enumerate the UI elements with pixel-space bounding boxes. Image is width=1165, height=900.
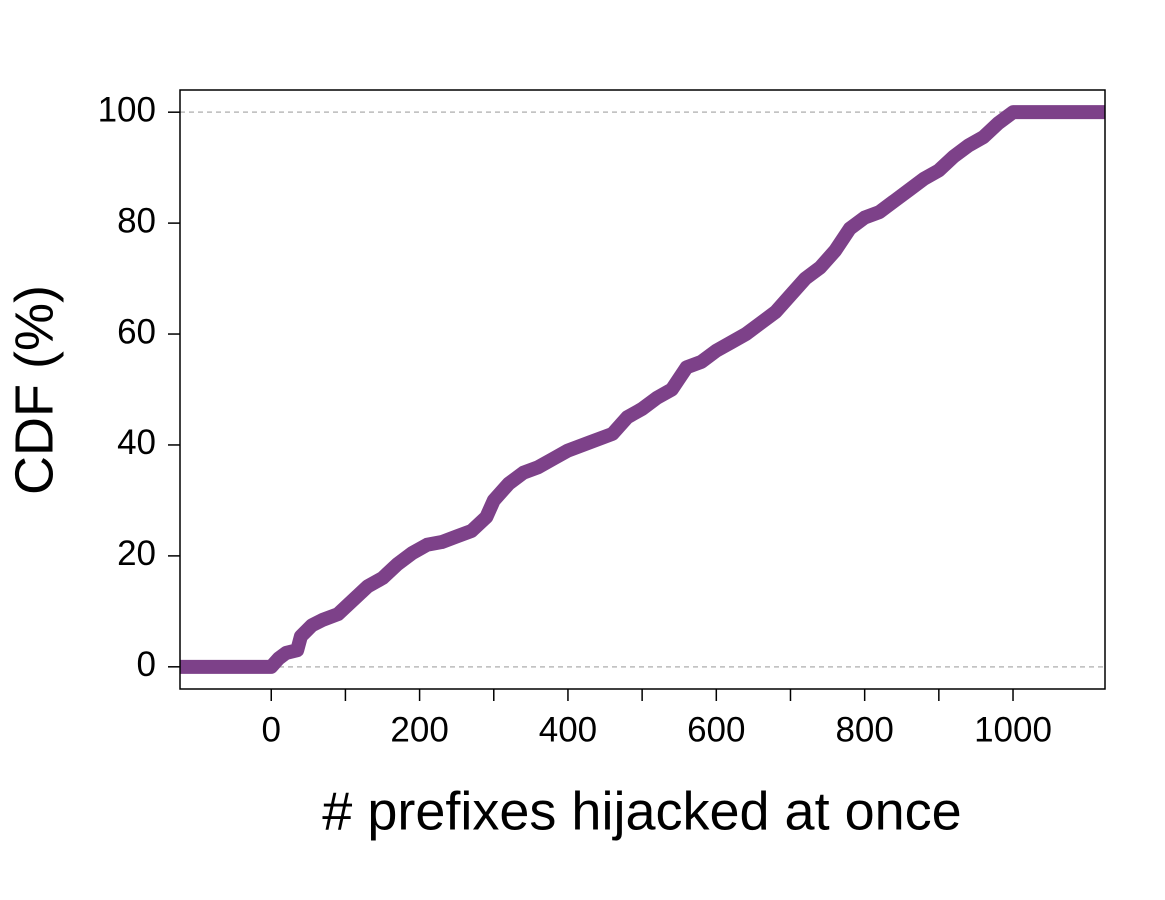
x-tick-label: 0	[262, 710, 281, 749]
cdf-line	[180, 105, 1105, 674]
x-tick-label: 200	[390, 710, 448, 749]
x-axis-title: # prefixes hijacked at once	[322, 781, 961, 841]
y-tick-label: 40	[117, 423, 156, 462]
x-tick-label: 400	[539, 710, 597, 749]
y-axis-title: CDF (%)	[4, 285, 64, 495]
y-tick-label: 100	[98, 90, 156, 129]
y-tick-label: 20	[117, 534, 156, 573]
y-tick-label: 60	[117, 312, 156, 351]
y-tick-label: 80	[117, 201, 156, 240]
x-tick-label: 1000	[974, 710, 1052, 749]
x-tick-label: 800	[835, 710, 893, 749]
y-tick-label: 0	[137, 645, 156, 684]
x-tick-label: 600	[687, 710, 745, 749]
plot-frame	[179, 89, 1106, 690]
